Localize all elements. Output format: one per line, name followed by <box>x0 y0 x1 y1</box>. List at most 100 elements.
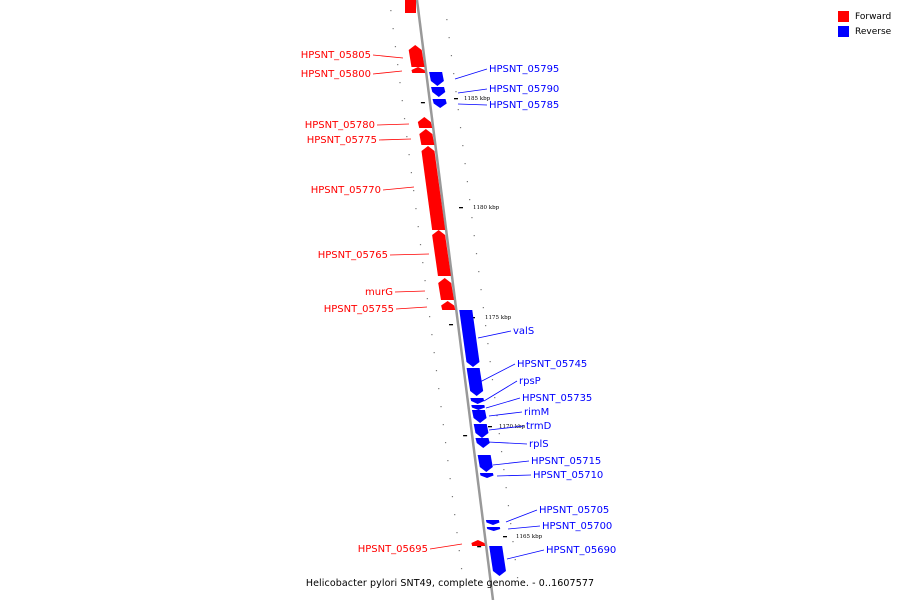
legend-item-forward: Forward <box>838 9 891 24</box>
minor-tick-left <box>444 442 447 444</box>
minor-tick-left <box>394 46 397 48</box>
gene-arrow-HPSNT_05745 <box>466 368 484 396</box>
gene-arrow-partial <box>405 0 416 13</box>
gene-label: HPSNT_05705 <box>539 505 609 516</box>
minor-tick-right <box>475 253 478 255</box>
gene-arrow-HPSNT_05780 <box>417 117 433 128</box>
gene-label: HPSNT_05785 <box>489 100 559 111</box>
minor-tick-left <box>397 64 399 66</box>
major-tick-right <box>503 536 507 538</box>
minor-tick-right <box>466 181 468 183</box>
map-caption: Helicobacter pylori SNT49, complete geno… <box>305 578 595 589</box>
gene-label: HPSNT_05795 <box>489 64 559 75</box>
major-tick-right <box>488 426 492 428</box>
minor-tick-left <box>449 478 451 480</box>
minor-tick-right <box>473 235 475 237</box>
minor-tick-left <box>415 208 417 210</box>
gene-arrow-trmD <box>473 424 489 438</box>
reverse-swatch <box>838 26 849 37</box>
leader-line <box>382 186 415 191</box>
major-tick-left <box>420 102 425 104</box>
minor-tick-left <box>454 514 456 516</box>
gene-arrow-rimM <box>471 410 487 423</box>
minor-tick-right <box>496 415 498 417</box>
gene-arrow-rplS <box>475 438 490 448</box>
minor-tick-right <box>469 199 471 201</box>
tick-label: 1185 kbp <box>464 96 491 102</box>
gene-label: HPSNT_05745 <box>517 359 587 370</box>
leader-line <box>492 460 530 466</box>
minor-tick-left <box>429 316 431 318</box>
minor-tick-right <box>503 469 505 471</box>
minor-tick-left <box>451 496 454 498</box>
gene-label: valS <box>513 326 534 337</box>
minor-tick-right <box>450 55 453 57</box>
minor-tick-right <box>505 487 507 489</box>
minor-tick-right <box>507 505 510 507</box>
legend-label-forward: Forward <box>855 11 892 22</box>
gene-label: HPSNT_05805 <box>301 50 371 61</box>
minor-tick-left <box>410 172 412 174</box>
minor-tick-left <box>408 154 410 156</box>
gene-arrow-HPSNT_05765 <box>432 230 451 276</box>
minor-tick-left <box>426 298 428 300</box>
minor-tick-right <box>487 343 489 345</box>
leader-line <box>372 70 403 75</box>
minor-tick-left <box>447 460 449 462</box>
minor-tick-right <box>480 289 482 291</box>
forward-swatch <box>838 11 849 22</box>
minor-tick-left <box>406 136 408 138</box>
leader-line <box>496 474 532 477</box>
minor-tick-left <box>460 568 463 570</box>
leader-line <box>506 549 545 560</box>
minor-tick-right <box>471 217 473 219</box>
leader-line <box>372 54 404 59</box>
minor-tick-right <box>491 379 494 381</box>
leader-line <box>389 253 430 256</box>
gene-label: HPSNT_05775 <box>307 135 377 146</box>
minor-tick-left <box>433 352 435 354</box>
minor-tick-left <box>440 406 442 408</box>
minor-tick-right <box>482 307 484 309</box>
minor-tick-right <box>455 91 457 93</box>
minor-tick-left <box>442 424 444 426</box>
leader-line <box>505 509 538 523</box>
gene-arrow-HPSNT_05805 <box>408 45 425 67</box>
leader-line <box>483 380 518 402</box>
tick-label: 1165 kbp <box>516 534 543 540</box>
gene-arrow-HPSNT_05795 <box>429 72 444 86</box>
gene-arrow-HPSNT_05755 <box>441 301 456 310</box>
minor-tick-left <box>438 388 440 390</box>
minor-tick-right <box>498 433 500 435</box>
gene-arrow-rpsP <box>470 398 485 404</box>
leader-line <box>429 543 463 550</box>
minor-tick-right <box>512 541 514 543</box>
minor-tick-left <box>456 532 458 534</box>
minor-tick-left <box>417 226 419 228</box>
minor-tick-left <box>422 262 424 264</box>
gene-label: HPSNT_05800 <box>301 69 371 80</box>
leader-line <box>457 103 488 106</box>
gene-arrow-HPSNT_05770 <box>421 146 446 230</box>
minor-tick-right <box>500 451 503 453</box>
gene-label: HPSNT_05695 <box>358 544 428 555</box>
gene-label: HPSNT_05765 <box>318 250 388 261</box>
minor-tick-left <box>401 100 403 102</box>
minor-tick-left <box>458 550 460 552</box>
minor-tick-right <box>516 577 519 579</box>
gene-arrow-HPSNT_05700 <box>486 527 501 531</box>
gene-label: HPSNT_05715 <box>531 456 601 467</box>
leader-line <box>487 441 528 445</box>
gene-label: rplS <box>529 439 549 450</box>
gene-arrow-murG <box>438 278 454 300</box>
major-tick-right <box>454 98 458 100</box>
leader-line <box>477 330 512 339</box>
minor-tick-right <box>478 271 480 273</box>
minor-tick-right <box>459 127 462 129</box>
gene-arrow-HPSNT_05800 <box>411 67 426 73</box>
minor-tick-right <box>510 523 512 525</box>
gene-label: HPSNT_05700 <box>542 521 612 532</box>
minor-tick-left <box>403 118 406 120</box>
gene-label: HPSNT_05710 <box>533 470 603 481</box>
minor-tick-left <box>390 10 392 12</box>
